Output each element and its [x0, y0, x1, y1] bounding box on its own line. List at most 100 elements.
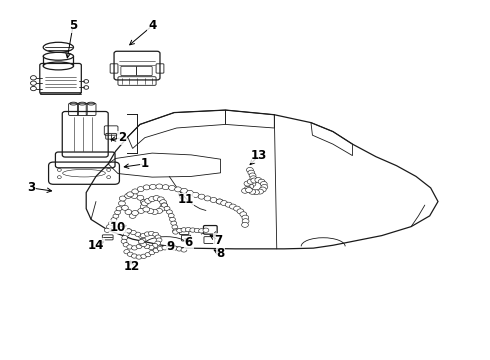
- Circle shape: [242, 219, 249, 224]
- Circle shape: [229, 204, 236, 209]
- Text: 2: 2: [118, 131, 126, 144]
- Circle shape: [149, 184, 156, 189]
- Text: 3: 3: [27, 181, 35, 194]
- Circle shape: [132, 211, 139, 216]
- Circle shape: [136, 244, 142, 248]
- Circle shape: [113, 214, 119, 218]
- Circle shape: [121, 239, 127, 243]
- Circle shape: [187, 190, 194, 195]
- Circle shape: [172, 229, 178, 233]
- Text: 1: 1: [141, 157, 149, 170]
- Circle shape: [169, 185, 175, 190]
- Circle shape: [149, 251, 155, 255]
- Circle shape: [136, 255, 142, 259]
- Circle shape: [127, 245, 133, 249]
- Circle shape: [148, 245, 154, 249]
- Circle shape: [172, 230, 178, 234]
- Circle shape: [140, 238, 146, 242]
- Circle shape: [181, 228, 187, 232]
- Circle shape: [162, 185, 169, 190]
- Circle shape: [242, 215, 249, 220]
- Circle shape: [124, 193, 131, 198]
- Circle shape: [143, 185, 150, 190]
- Circle shape: [247, 179, 254, 184]
- Circle shape: [156, 208, 163, 213]
- Circle shape: [153, 232, 159, 237]
- Circle shape: [249, 189, 256, 194]
- Circle shape: [176, 247, 182, 251]
- Circle shape: [155, 241, 161, 246]
- Circle shape: [247, 184, 254, 189]
- Circle shape: [174, 187, 181, 192]
- Circle shape: [250, 179, 257, 184]
- Circle shape: [155, 235, 161, 239]
- Circle shape: [172, 246, 177, 250]
- Circle shape: [216, 199, 223, 204]
- Circle shape: [210, 198, 217, 202]
- Circle shape: [122, 205, 128, 210]
- Circle shape: [135, 232, 141, 237]
- Circle shape: [148, 231, 154, 235]
- Circle shape: [156, 184, 163, 189]
- Text: 9: 9: [167, 240, 175, 253]
- Text: 5: 5: [69, 19, 77, 32]
- Circle shape: [255, 177, 262, 183]
- Text: 7: 7: [214, 234, 222, 247]
- Circle shape: [257, 189, 264, 194]
- Circle shape: [141, 254, 147, 258]
- Circle shape: [198, 194, 205, 199]
- Circle shape: [144, 244, 150, 249]
- Circle shape: [131, 254, 137, 258]
- Circle shape: [162, 246, 168, 250]
- Circle shape: [145, 232, 150, 236]
- Circle shape: [152, 243, 158, 248]
- Circle shape: [249, 173, 256, 178]
- Circle shape: [157, 197, 164, 202]
- Circle shape: [172, 225, 178, 229]
- Circle shape: [145, 198, 151, 203]
- Circle shape: [125, 210, 132, 215]
- Circle shape: [138, 208, 145, 213]
- Circle shape: [203, 228, 209, 232]
- Circle shape: [171, 221, 177, 225]
- Circle shape: [260, 181, 267, 186]
- Circle shape: [242, 222, 248, 227]
- Circle shape: [115, 210, 121, 215]
- Circle shape: [132, 189, 139, 194]
- Circle shape: [216, 199, 223, 204]
- Circle shape: [126, 229, 132, 233]
- Circle shape: [157, 247, 163, 251]
- Circle shape: [145, 252, 151, 257]
- Circle shape: [140, 204, 147, 209]
- Circle shape: [237, 209, 244, 214]
- Circle shape: [142, 201, 148, 206]
- Circle shape: [252, 190, 259, 195]
- Circle shape: [181, 248, 187, 252]
- Circle shape: [164, 206, 170, 211]
- Circle shape: [141, 199, 147, 204]
- Text: 6: 6: [185, 236, 193, 249]
- Circle shape: [259, 187, 266, 192]
- Circle shape: [220, 201, 227, 206]
- Circle shape: [141, 242, 147, 247]
- Circle shape: [181, 188, 188, 193]
- Circle shape: [131, 246, 137, 250]
- Circle shape: [111, 217, 117, 222]
- Circle shape: [126, 229, 132, 233]
- Circle shape: [167, 210, 172, 214]
- Circle shape: [192, 192, 199, 197]
- Circle shape: [225, 202, 232, 207]
- Circle shape: [249, 181, 256, 186]
- Circle shape: [137, 186, 144, 192]
- Circle shape: [104, 228, 110, 232]
- Text: 8: 8: [217, 247, 225, 260]
- Circle shape: [148, 197, 155, 202]
- Circle shape: [141, 233, 147, 238]
- Circle shape: [240, 212, 247, 217]
- Circle shape: [234, 206, 241, 211]
- Circle shape: [246, 167, 253, 172]
- Circle shape: [122, 235, 127, 240]
- Circle shape: [242, 188, 248, 193]
- Circle shape: [131, 193, 138, 198]
- Circle shape: [153, 195, 160, 201]
